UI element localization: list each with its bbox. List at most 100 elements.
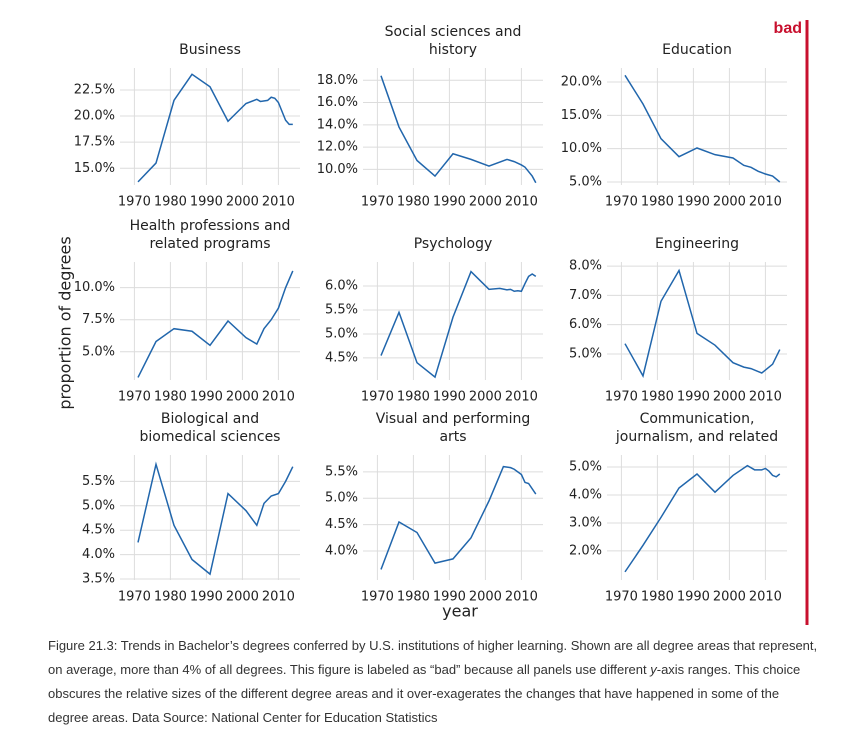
x-tick-label: 2000: [226, 195, 259, 210]
panel: 5.0% 6.0% 7.0% 8.0% 1970 1980 1990 2000 2010 Engi…: [569, 236, 787, 405]
x-tick-label: 1980: [397, 390, 430, 405]
panel: 2.0% 3.0% 4.0% 5.0% 1970 1980 1990 2000 2010 Comm…: [569, 411, 787, 605]
y-tick-label: 4.0%: [325, 543, 358, 558]
y-tick-label: 5.5%: [325, 302, 358, 317]
x-tick-label: 2000: [713, 195, 746, 210]
x-tick-label: 2000: [226, 390, 259, 405]
y-tick-label: 4.0%: [82, 547, 115, 562]
x-axis-label: year: [442, 602, 478, 621]
data-line: [624, 74, 781, 183]
caption-text: Figure 21.3: Trends in Bachelor’s degree…: [48, 638, 818, 677]
x-tick-label: 1990: [433, 390, 466, 405]
x-tick-label: 1970: [118, 195, 151, 210]
y-tick-label: 10.0%: [317, 162, 358, 177]
y-tick-label: 14.0%: [317, 117, 358, 132]
y-tick-label: 22.5%: [74, 82, 115, 97]
x-tick-label: 2010: [262, 195, 295, 210]
x-tick-label: 1970: [361, 590, 394, 605]
x-tick-label: 2010: [262, 590, 295, 605]
y-tick-label: 4.5%: [82, 523, 115, 538]
x-tick-label: 1970: [361, 390, 394, 405]
panel-title: arts: [439, 429, 466, 445]
x-tick-label: 2000: [469, 590, 502, 605]
x-tick-label: 1980: [641, 195, 674, 210]
caption-text: -axis ranges. This choice obscures the r…: [48, 662, 801, 725]
data-line: [137, 270, 294, 378]
x-tick-label: 2000: [713, 590, 746, 605]
data-line: [380, 75, 537, 184]
y-tick-label: 5.0%: [569, 175, 602, 190]
x-tick-label: 1970: [361, 195, 394, 210]
y-tick-label: 5.0%: [325, 326, 358, 341]
y-tick-label: 7.0%: [569, 288, 602, 303]
y-tick-label: 20.0%: [561, 75, 602, 90]
x-tick-label: 1970: [605, 195, 638, 210]
x-tick-label: 1980: [154, 390, 187, 405]
x-tick-label: 2010: [749, 195, 782, 210]
y-axis-label: proportion of degrees: [56, 236, 75, 409]
y-tick-label: 15.0%: [74, 161, 115, 176]
x-tick-label: 1980: [397, 195, 430, 210]
panel: 5.0% 7.5% 10.0% 1970 1980 1990 2000 2010 Health …: [74, 218, 300, 405]
x-tick-label: 2000: [713, 390, 746, 405]
y-tick-label: 15.0%: [561, 108, 602, 123]
x-tick-label: 1980: [397, 590, 430, 605]
panel: 5.0% 10.0% 15.0% 20.0% 1970 1980 1990 2000 2010 E…: [561, 42, 787, 210]
x-tick-label: 1970: [118, 590, 151, 605]
x-tick-label: 2010: [749, 590, 782, 605]
y-tick-label: 20.0%: [74, 109, 115, 124]
x-tick-label: 1990: [677, 390, 710, 405]
y-tick-label: 5.5%: [325, 464, 358, 479]
y-tick-label: 7.5%: [82, 312, 115, 327]
y-tick-label: 5.0%: [325, 491, 358, 506]
x-tick-label: 1990: [190, 590, 223, 605]
x-tick-label: 2000: [226, 590, 259, 605]
panel-title: Health professions and: [130, 218, 291, 234]
panel-title: Psychology: [414, 236, 493, 252]
y-tick-label: 17.5%: [74, 135, 115, 150]
y-tick-label: 6.0%: [569, 317, 602, 332]
y-tick-label: 4.5%: [325, 517, 358, 532]
panel-title: biomedical sciences: [140, 429, 281, 445]
panel-title: related programs: [149, 236, 270, 252]
x-tick-label: 1990: [190, 195, 223, 210]
x-tick-label: 1990: [433, 195, 466, 210]
x-tick-label: 2010: [262, 390, 295, 405]
data-line: [380, 270, 537, 379]
panel-title: history: [429, 42, 477, 58]
x-tick-label: 1980: [641, 590, 674, 605]
data-line: [380, 465, 537, 570]
x-tick-label: 2010: [749, 390, 782, 405]
panel-title: Education: [662, 42, 732, 58]
data-line: [137, 461, 294, 576]
y-tick-label: 3.5%: [82, 572, 115, 587]
x-tick-label: 1980: [154, 590, 187, 605]
panel-title: Biological and: [161, 411, 259, 427]
figure: bad proportion of degrees year 15.0% 17.5…: [56, 20, 809, 625]
x-tick-label: 2000: [469, 390, 502, 405]
y-tick-label: 5.0%: [82, 344, 115, 359]
y-tick-label: 5.0%: [569, 460, 602, 475]
y-tick-label: 5.0%: [569, 346, 602, 361]
y-tick-label: 12.0%: [317, 140, 358, 155]
x-tick-label: 1990: [433, 590, 466, 605]
data-line: [137, 73, 293, 183]
panel-title: Social sciences and: [385, 24, 522, 40]
y-tick-label: 4.5%: [325, 350, 358, 365]
panel: 4.0% 4.5% 5.0% 5.5% 1970 1980 1990 2000 2010 Visu…: [325, 411, 543, 605]
panel-title: Visual and performing: [376, 411, 531, 427]
x-tick-label: 2010: [505, 590, 538, 605]
y-tick-label: 6.0%: [325, 278, 358, 293]
panel: 10.0% 12.0% 14.0% 16.0% 18.0% 1970 1980 1990 200…: [317, 24, 543, 210]
y-tick-label: 10.0%: [561, 141, 602, 156]
y-tick-label: 8.0%: [569, 259, 602, 274]
x-tick-label: 1980: [641, 390, 674, 405]
x-tick-label: 2010: [505, 195, 538, 210]
panel: 4.5% 5.0% 5.5% 6.0% 1970 1980 1990 2000 2010 Psyc…: [325, 236, 543, 405]
y-tick-label: 2.0%: [569, 543, 602, 558]
y-tick-label: 18.0%: [317, 73, 358, 88]
data-line: [624, 464, 781, 573]
x-tick-label: 1990: [677, 590, 710, 605]
caption: Figure 21.3: Trends in Bachelor’s degree…: [48, 634, 818, 730]
